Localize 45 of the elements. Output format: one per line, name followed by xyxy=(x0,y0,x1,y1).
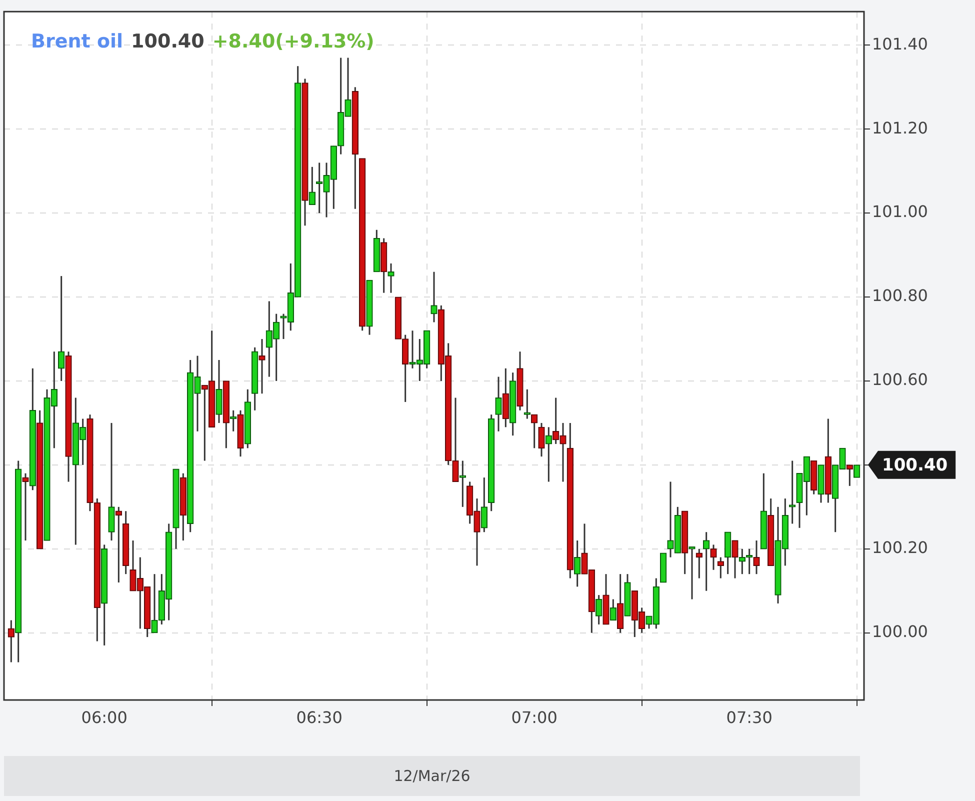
candlestick xyxy=(502,368,509,428)
candlestick xyxy=(480,476,488,533)
candlestick xyxy=(596,594,602,626)
y-tick-label: 101.40 xyxy=(872,34,928,54)
annotation: 100.40 xyxy=(131,30,204,53)
candlestick xyxy=(258,338,266,394)
candlestick xyxy=(58,275,65,382)
x-tick-label: 07:00 xyxy=(511,708,558,727)
candlestick xyxy=(703,531,710,592)
candlestick xyxy=(545,426,552,482)
candlestick xyxy=(308,166,316,206)
y-tick-label: 100.60 xyxy=(872,370,928,390)
x-tick-label: 07:30 xyxy=(726,708,772,727)
candlestick xyxy=(753,540,760,575)
y-tick-label: 101.20 xyxy=(872,118,928,138)
candlestick xyxy=(8,619,14,663)
candlestick xyxy=(459,460,466,508)
candlestick xyxy=(430,271,438,323)
candlestick xyxy=(216,359,222,424)
x-axis-title: 12/Mar/26 xyxy=(4,756,860,796)
annotation: +8.40(+9.13%) xyxy=(212,30,374,53)
candlestick xyxy=(610,598,616,621)
x-tick-label: 06:00 xyxy=(81,708,128,727)
candlestick xyxy=(717,556,724,580)
candlestick xyxy=(495,376,502,432)
candlestick xyxy=(22,472,29,542)
y-tick-label: 100.00 xyxy=(872,622,928,641)
candlestick xyxy=(402,334,409,403)
text: Brent oil xyxy=(31,30,124,53)
y-tick-label: 101.00 xyxy=(872,202,928,222)
candlestick xyxy=(724,531,732,575)
x-tick-label: 06:30 xyxy=(296,708,342,727)
candlestick xyxy=(732,540,738,580)
candlestick xyxy=(846,464,853,487)
y-tick-label: 100.80 xyxy=(872,286,928,306)
candlestick xyxy=(108,422,115,542)
candlestick xyxy=(574,540,581,588)
candlestick xyxy=(617,573,624,634)
candlestick xyxy=(531,414,538,449)
candlestick xyxy=(538,422,545,458)
candlestick xyxy=(710,544,717,571)
candlestick xyxy=(524,388,530,420)
candlestick xyxy=(388,262,394,294)
text: 100.40 xyxy=(882,455,948,476)
y-tick-label: 100.20 xyxy=(872,538,928,558)
